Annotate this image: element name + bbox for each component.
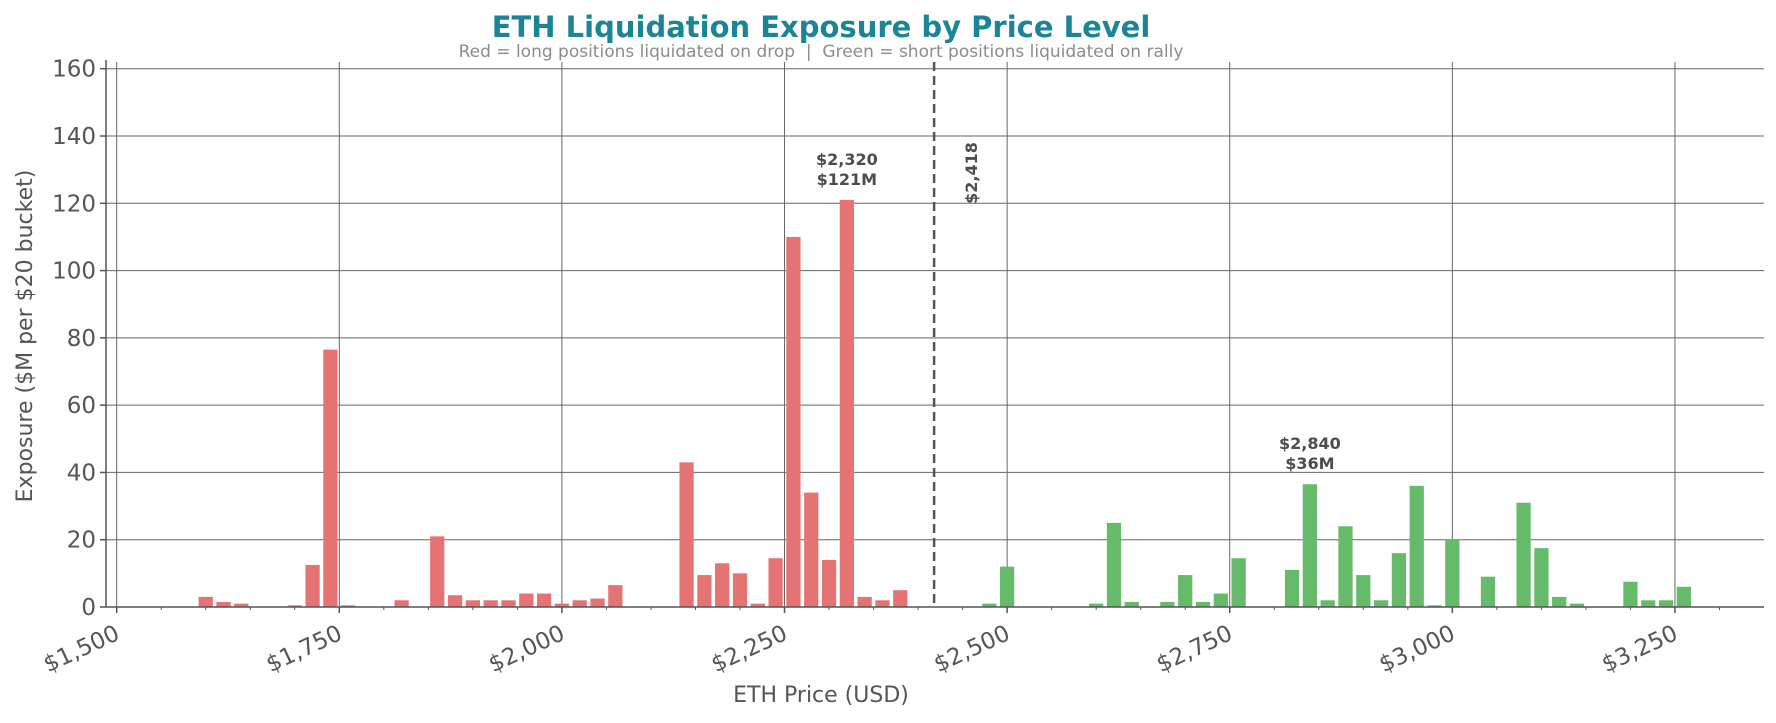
x-tick-label: $2,750	[1153, 620, 1237, 678]
short-bar	[1284, 569, 1300, 607]
long-bar	[394, 600, 409, 607]
y-tick-label: 0	[81, 595, 96, 621]
long-bar	[821, 559, 837, 607]
long-bar	[786, 236, 801, 607]
long-bar	[839, 199, 854, 607]
short-bar	[1658, 600, 1674, 607]
x-tick-label: $2,500	[930, 620, 1014, 678]
y-tick-label: 80	[67, 326, 96, 352]
long-bar	[519, 593, 534, 607]
y-tick-label: 40	[67, 460, 96, 486]
short-bar	[1160, 601, 1175, 607]
y-tick-label: 100	[52, 259, 96, 285]
y-tick-label: 60	[67, 393, 96, 419]
annotations: $2,418 $2,320$121M $2,840$36M	[816, 62, 1341, 607]
short-bar	[982, 603, 997, 607]
long-bar	[554, 603, 570, 607]
chart-subtitle: Red = long positions liquidated on drop …	[459, 42, 1184, 62]
long-bar	[536, 593, 552, 607]
short-bar	[1213, 593, 1228, 607]
short-bar	[1552, 596, 1567, 607]
peak-value-label: $36M	[1285, 454, 1334, 473]
x-tick-label: $3,000	[1375, 620, 1459, 678]
short-bar	[1231, 558, 1246, 607]
long-bar	[501, 600, 516, 607]
x-tick-label: $3,250	[1598, 620, 1682, 678]
long-bar	[697, 575, 712, 607]
long-bar	[732, 573, 748, 607]
y-axis-label: Exposure ($M per $20 bucket)	[13, 170, 38, 503]
long-bar	[305, 564, 320, 607]
long-bar	[608, 585, 623, 607]
long-bar	[465, 600, 480, 607]
long-bar	[216, 601, 231, 607]
x-tick-label: $1,750	[262, 620, 346, 678]
short-bar	[1445, 539, 1460, 607]
axes: 0 20 40 60 80 100 120 140 160 $1,500 $1,750 $2,000 $…	[40, 57, 1764, 678]
peak-value-label: $121M	[817, 170, 877, 189]
long-bar	[234, 603, 249, 607]
y-tick-label: 140	[52, 124, 96, 150]
short-bar	[1641, 600, 1656, 607]
long-bar	[341, 605, 356, 607]
short-bar	[1000, 566, 1015, 607]
short-bar	[1320, 600, 1335, 607]
x-tick-label: $2,000	[485, 620, 569, 678]
short-bar	[1623, 581, 1638, 607]
x-tick-label: $2,250	[707, 620, 791, 678]
short-bar	[1178, 575, 1193, 607]
long-bar	[430, 536, 445, 607]
long-bar	[768, 558, 783, 607]
long-bar	[198, 596, 213, 607]
current-price-label: $2,418	[962, 142, 981, 204]
short-bar	[1676, 586, 1691, 607]
long-bar	[857, 596, 872, 607]
short-bar	[1427, 605, 1442, 607]
long-bar	[447, 595, 463, 607]
bars	[198, 199, 1691, 607]
x-axis-label: ETH Price (USD)	[733, 683, 909, 708]
grid	[106, 62, 1764, 608]
long-bar	[893, 590, 908, 607]
short-bar	[1409, 485, 1424, 607]
y-tick-label: 160	[52, 57, 96, 83]
x-tick-label: $1,500	[40, 620, 124, 678]
long-bar	[483, 600, 498, 607]
short-bar	[1534, 548, 1549, 607]
short-bar	[1106, 522, 1122, 607]
short-bar	[1195, 601, 1211, 607]
long-bar	[804, 492, 819, 607]
peak-price-label: $2,320	[816, 150, 878, 169]
long-bar	[287, 605, 302, 607]
short-bar	[1338, 526, 1353, 607]
y-tick-label: 20	[67, 528, 96, 554]
long-bar	[875, 600, 890, 607]
short-bar	[1124, 601, 1139, 607]
chart-title: ETH Liquidation Exposure by Price Level	[492, 10, 1151, 44]
long-bar	[590, 598, 605, 607]
long-bar	[323, 349, 338, 607]
short-bar	[1480, 576, 1496, 607]
short-bar	[1356, 575, 1371, 607]
long-bar	[715, 563, 730, 607]
short-bar	[1516, 502, 1531, 607]
short-bar	[1391, 553, 1407, 607]
y-tick-label: 120	[52, 191, 96, 217]
short-bar	[1302, 484, 1317, 607]
peak-price-label: $2,840	[1279, 434, 1341, 453]
long-bar	[679, 462, 694, 607]
long-bar	[572, 600, 587, 607]
short-bar	[1089, 603, 1104, 607]
long-bar	[750, 603, 765, 607]
short-bar	[1373, 600, 1389, 607]
short-bar	[1569, 603, 1585, 607]
